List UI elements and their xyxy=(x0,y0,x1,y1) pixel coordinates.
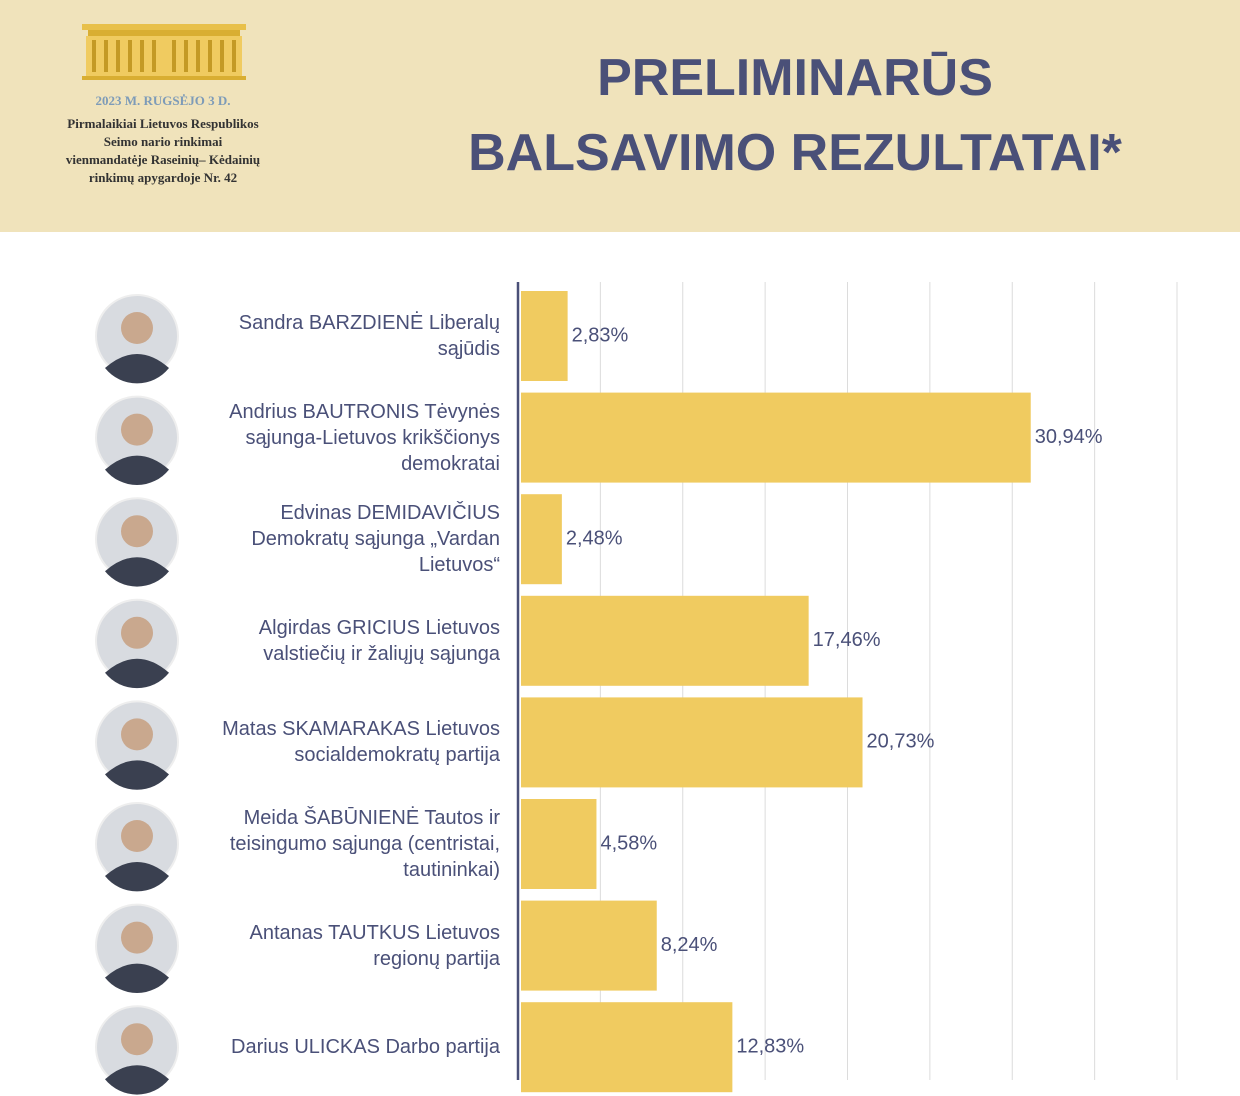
photo-body xyxy=(105,1065,169,1095)
photo-head xyxy=(121,515,153,548)
category-label: Edvinas DEMIDAVIČIUS Demokratų sąjunga „… xyxy=(251,502,500,577)
value-label: 2,83% xyxy=(572,324,629,346)
chart-title: BALSAVIMO REZULTATAI* xyxy=(468,124,1122,182)
logo xyxy=(82,24,246,80)
bar xyxy=(521,799,597,889)
value-label: 30,94% xyxy=(1035,426,1103,448)
photo-body xyxy=(105,658,169,689)
header: 2023 M. RUGSĖJO 3 D. Pirmalaikiai Lietuv… xyxy=(0,0,1240,232)
category-label: Meida ŠABŪNIENĖ Tautos ir teisingumo sąj… xyxy=(229,807,500,881)
photo-body xyxy=(105,354,169,384)
photo-head xyxy=(121,718,153,751)
bar xyxy=(521,1002,733,1093)
category-label: Sandra BARZDIENĖ Liberalų sąjūdis xyxy=(238,312,500,360)
photo-head xyxy=(121,1023,153,1056)
photo-head xyxy=(121,413,153,446)
subtitle: Pirmalaikiai Lietuvos Respublikos Seimo … xyxy=(65,116,261,185)
photo-body xyxy=(105,557,169,587)
photo-head xyxy=(121,820,153,852)
bar xyxy=(521,392,1031,483)
value-label: 8,24% xyxy=(661,934,718,956)
value-label: 17,46% xyxy=(813,629,881,651)
bar xyxy=(521,697,863,788)
bar xyxy=(521,900,657,991)
photo-head xyxy=(121,921,153,954)
chart-title: PRELIMINARŪS xyxy=(597,49,993,107)
photo-body xyxy=(105,862,169,892)
date: 2023 M. RUGSĖJO 3 D. xyxy=(95,93,231,108)
photo-head xyxy=(121,616,153,649)
photo-body xyxy=(105,455,169,485)
value-label: 12,83% xyxy=(736,1035,804,1057)
category-label: Algirdas GRICIUS Lietuvos valstiečių ir … xyxy=(258,616,500,665)
category-label: Antanas TAUTKUS Lietuvos regionų partija xyxy=(249,921,501,970)
value-label: 4,58% xyxy=(600,832,657,854)
bar xyxy=(521,494,562,585)
bar xyxy=(521,595,809,686)
photo-body xyxy=(105,760,169,790)
category-label: Andrius BAUTRONIS Tėvynės sąjunga-Lietuv… xyxy=(229,400,500,475)
category-label: Matas SKAMARAKAS Lietuvos socialdemokrat… xyxy=(222,718,500,767)
photo-body xyxy=(105,963,169,993)
photo-head xyxy=(121,312,153,344)
value-label: 20,73% xyxy=(867,731,935,753)
bar xyxy=(521,291,568,381)
category-label: Darius ULICKAS Darbo partija xyxy=(231,1036,500,1059)
value-label: 2,48% xyxy=(566,527,623,549)
